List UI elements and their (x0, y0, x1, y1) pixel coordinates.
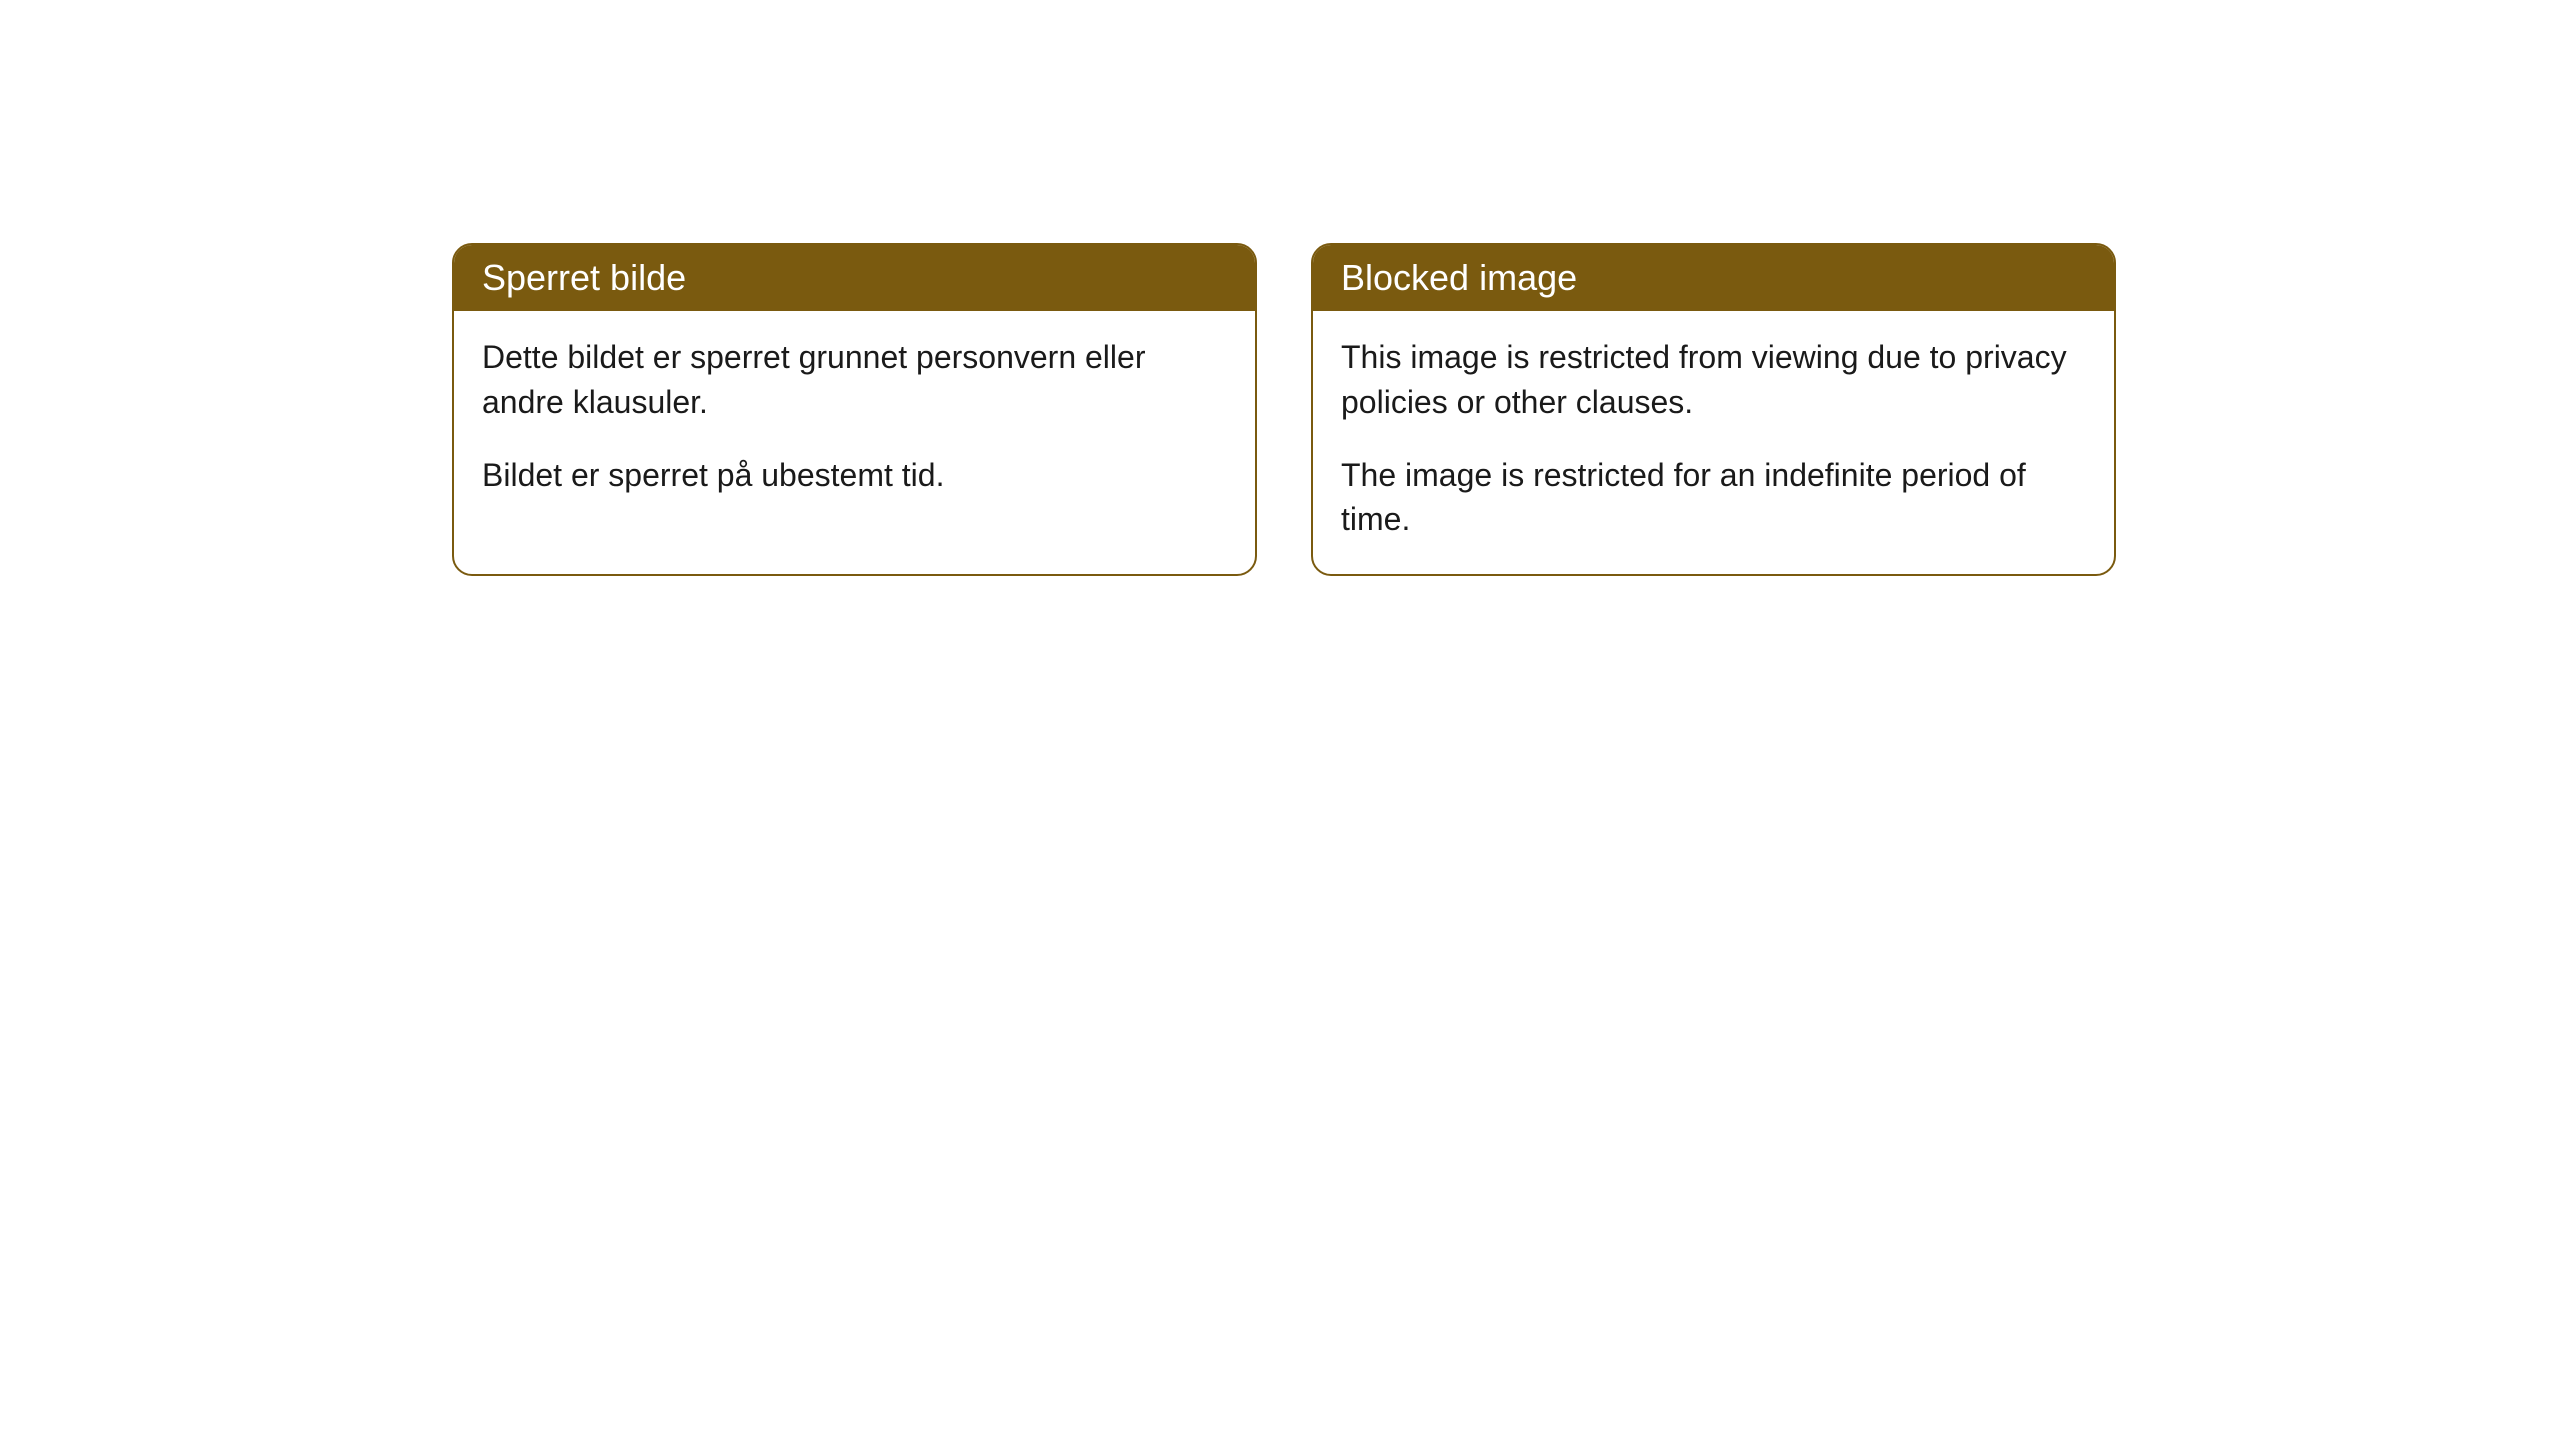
card-header-norwegian: Sperret bilde (454, 245, 1255, 311)
card-paragraph: Bildet er sperret på ubestemt tid. (482, 453, 1227, 498)
notice-container: Sperret bilde Dette bildet er sperret gr… (452, 243, 2116, 576)
card-paragraph: This image is restricted from viewing du… (1341, 335, 2086, 425)
card-body-english: This image is restricted from viewing du… (1313, 311, 2114, 574)
card-header-english: Blocked image (1313, 245, 2114, 311)
card-title: Sperret bilde (482, 257, 686, 298)
blocked-image-card-norwegian: Sperret bilde Dette bildet er sperret gr… (452, 243, 1257, 576)
card-paragraph: The image is restricted for an indefinit… (1341, 453, 2086, 543)
card-title: Blocked image (1341, 257, 1577, 298)
blocked-image-card-english: Blocked image This image is restricted f… (1311, 243, 2116, 576)
card-paragraph: Dette bildet er sperret grunnet personve… (482, 335, 1227, 425)
card-body-norwegian: Dette bildet er sperret grunnet personve… (454, 311, 1255, 529)
